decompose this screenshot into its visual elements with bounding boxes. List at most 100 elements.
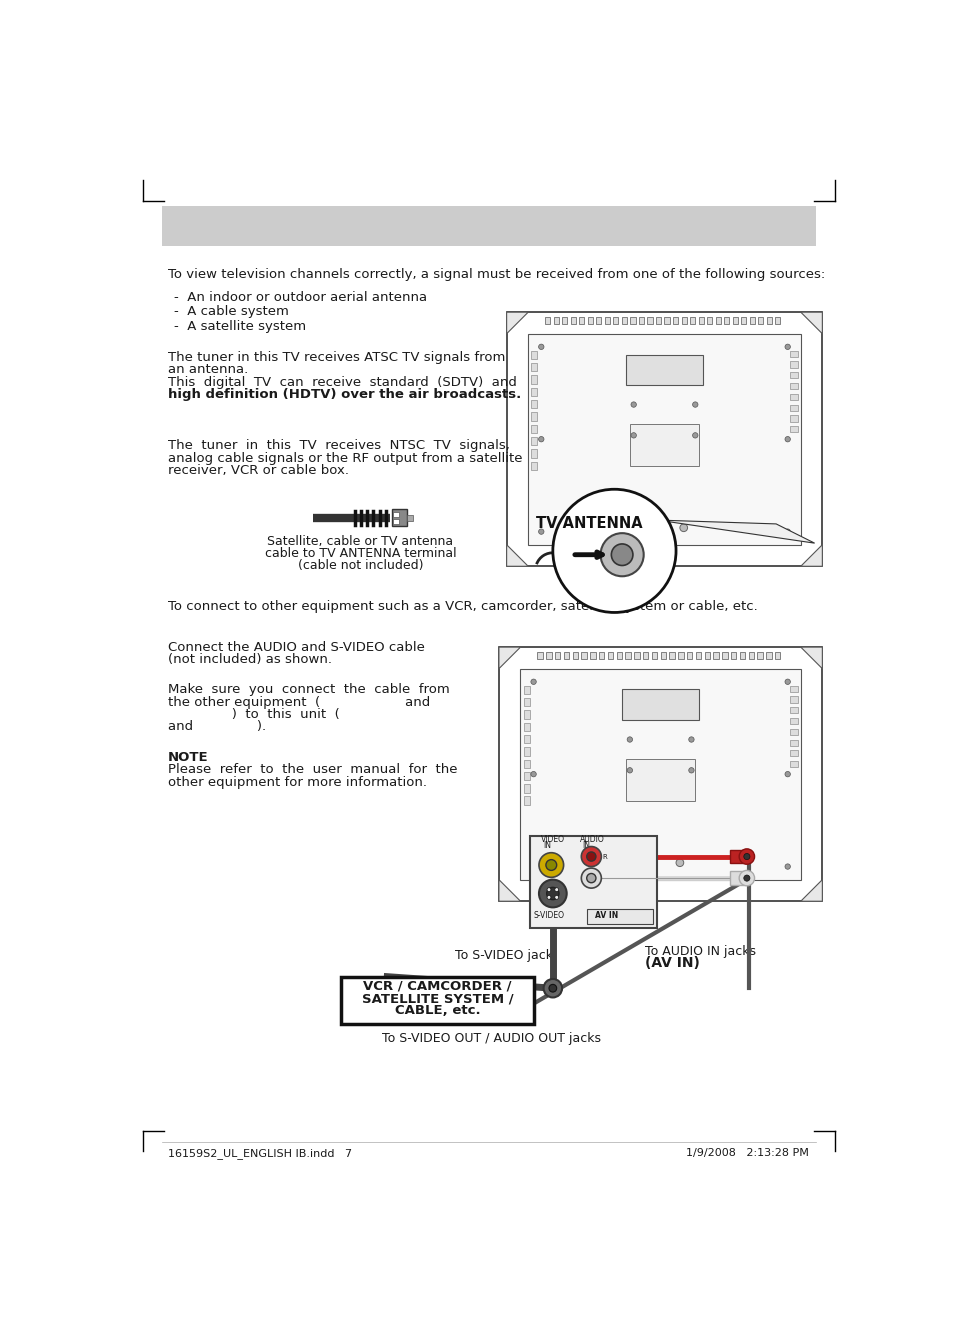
Bar <box>529 836 656 928</box>
Text: (not included) as shown.: (not included) as shown. <box>168 654 332 667</box>
Bar <box>706 316 712 324</box>
Circle shape <box>543 979 561 998</box>
Circle shape <box>538 344 543 349</box>
Circle shape <box>692 402 698 407</box>
Bar <box>625 759 695 801</box>
Text: cable to TV ANTENNA terminal: cable to TV ANTENNA terminal <box>264 547 456 560</box>
Bar <box>789 351 797 357</box>
Text: S-VIDEO: S-VIDEO <box>533 911 564 920</box>
Bar <box>729 850 743 863</box>
Polygon shape <box>506 544 528 567</box>
Bar <box>531 436 537 445</box>
Bar <box>664 316 669 324</box>
Circle shape <box>545 859 557 870</box>
Circle shape <box>784 863 789 870</box>
Text: AUDIO: AUDIO <box>579 834 604 844</box>
Circle shape <box>538 853 563 878</box>
Text: receiver, VCR or cable box.: receiver, VCR or cable box. <box>168 464 349 477</box>
Bar <box>647 316 652 324</box>
Text: IN: IN <box>581 841 590 850</box>
Bar <box>604 316 609 324</box>
Text: To connect to other equipment such as a VCR, camcorder, satellite system or cabl: To connect to other equipment such as a … <box>168 600 757 613</box>
Bar <box>523 699 529 706</box>
Circle shape <box>743 854 749 859</box>
Bar <box>407 514 413 521</box>
Text: 1/9/2008   2:13:28 PM: 1/9/2008 2:13:28 PM <box>685 1148 807 1159</box>
Circle shape <box>546 887 558 900</box>
Bar <box>528 333 800 544</box>
Circle shape <box>548 985 557 992</box>
Bar <box>621 689 699 720</box>
Circle shape <box>555 888 558 891</box>
Bar <box>789 361 797 368</box>
Circle shape <box>530 863 536 870</box>
Bar <box>570 316 576 324</box>
Bar <box>789 718 797 724</box>
Bar <box>596 316 600 324</box>
Text: To view television channels correctly, a signal must be received from one of the: To view television channels correctly, a… <box>168 268 824 281</box>
Bar <box>789 394 797 399</box>
Bar <box>789 708 797 713</box>
Bar <box>740 316 745 324</box>
Bar <box>729 871 743 886</box>
Text: This  digital  TV  can  receive  standard  (SDTV)  and: This digital TV can receive standard (SD… <box>168 376 517 389</box>
Text: and               ).: and ). <box>168 720 266 733</box>
Circle shape <box>626 737 632 742</box>
Circle shape <box>630 402 636 407</box>
Text: To AUDIO IN jacks: To AUDIO IN jacks <box>644 945 756 958</box>
Circle shape <box>600 534 643 576</box>
Bar <box>531 351 537 358</box>
Bar <box>775 316 780 324</box>
Bar <box>715 316 720 324</box>
Bar <box>789 405 797 411</box>
Bar <box>341 977 533 1024</box>
Polygon shape <box>800 647 821 668</box>
Bar <box>531 362 537 372</box>
Bar <box>765 651 771 659</box>
Bar <box>546 651 551 659</box>
Bar <box>523 796 529 805</box>
Bar <box>789 750 797 757</box>
Bar <box>531 413 537 420</box>
Polygon shape <box>506 312 528 333</box>
Circle shape <box>611 544 632 565</box>
Bar <box>639 316 643 324</box>
Text: VCR / CAMCORDER /: VCR / CAMCORDER / <box>363 979 511 992</box>
Polygon shape <box>800 544 821 567</box>
Polygon shape <box>800 879 821 902</box>
Bar <box>544 316 550 324</box>
Bar <box>789 426 797 432</box>
Bar <box>578 316 584 324</box>
Bar <box>730 651 736 659</box>
Circle shape <box>538 529 543 534</box>
Text: AV IN: AV IN <box>595 911 618 920</box>
Circle shape <box>555 895 558 899</box>
Text: Connect the AUDIO and S-VIDEO cable: Connect the AUDIO and S-VIDEO cable <box>168 641 424 654</box>
Bar <box>523 759 529 768</box>
Bar <box>698 316 703 324</box>
Bar <box>553 316 558 324</box>
Polygon shape <box>498 879 520 902</box>
Bar <box>721 651 727 659</box>
Bar <box>392 509 407 526</box>
Circle shape <box>552 489 676 613</box>
Circle shape <box>586 874 596 883</box>
Bar <box>713 651 718 659</box>
Bar <box>625 651 630 659</box>
Bar <box>531 376 537 384</box>
Bar <box>616 651 621 659</box>
Bar <box>634 651 639 659</box>
Circle shape <box>630 432 636 438</box>
Text: )  to  this  unit  (: ) to this unit ( <box>168 708 339 721</box>
Text: -  A cable system: - A cable system <box>173 306 289 318</box>
Circle shape <box>784 529 789 534</box>
Circle shape <box>784 679 789 684</box>
Bar <box>393 511 398 517</box>
Circle shape <box>784 771 789 776</box>
Bar <box>531 399 537 409</box>
Circle shape <box>538 879 566 907</box>
Circle shape <box>743 875 749 882</box>
Bar <box>758 316 762 324</box>
Bar <box>587 909 652 924</box>
Bar <box>161 206 816 246</box>
